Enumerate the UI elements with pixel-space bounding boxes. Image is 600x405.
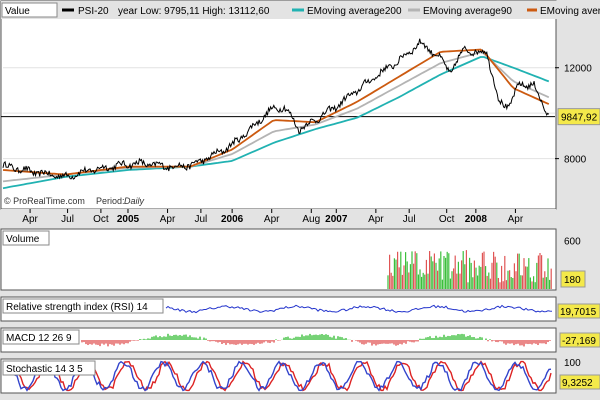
stochastic-last-value: 9,3252 — [562, 378, 593, 389]
price-axis: 8000 12000 9847,92 — [555, 64, 600, 166]
time-axis: Apr Jul Oct 2005 Apr Jul 2006 Apr Aug 2007 Apr Jul O… — [1, 209, 556, 227]
stochastic-last-box — [559, 374, 600, 390]
x-tick-label: Apr — [160, 214, 176, 225]
macd-bars: -27,169 — [81, 332, 600, 348]
value-box — [1, 2, 58, 18]
rsi-series — [165, 304, 553, 314]
series-psi-20 — [2, 38, 550, 180]
watermark: © ProRealTime.com — [4, 196, 85, 206]
y-tick-label: 12000 — [564, 64, 592, 75]
rsi-line: 19,7015 — [165, 303, 600, 319]
volume-last-box — [560, 270, 586, 288]
legend: Value PSI-20 year Low: 9795,11 High: 131… — [1, 2, 600, 18]
x-tick-label: 2008 — [465, 214, 488, 225]
rsi-last-value: 19,7015 — [560, 307, 597, 318]
price-gridlines — [1, 67, 555, 160]
stochastic-y-tick: 100 — [564, 358, 581, 369]
x-tick-label: Jul — [194, 214, 207, 225]
x-tick-label: 2006 — [221, 214, 244, 225]
macd-title-box — [2, 329, 80, 345]
macd-title: MACD 12 26 9 — [6, 333, 72, 344]
volume-last-value: 180 — [564, 275, 581, 286]
x-tick-label: Aug — [302, 214, 320, 225]
rsi-last-box — [557, 303, 600, 319]
x-tick-label: Jul — [61, 214, 74, 225]
last-value-box — [557, 108, 600, 126]
macd-last-value: -27,169 — [562, 336, 596, 347]
stochastic-title-box — [2, 360, 96, 376]
period-label: Period: — [96, 196, 125, 206]
volume-y-tick: 600 — [564, 237, 581, 248]
ema-legend-label: EMoving average — [540, 6, 600, 17]
x-tick-label: Oct — [93, 214, 109, 225]
year-range: year Low: 9795,11 High: 13112,60 — [118, 6, 270, 17]
ema90-legend-label: EMoving average90 — [423, 6, 512, 17]
last-value-label: 9847,92 — [561, 113, 598, 124]
period-value: Daily — [124, 196, 145, 206]
price-series — [2, 38, 550, 190]
x-tick-label: Apr — [508, 214, 524, 225]
price-panel — [0, 0, 557, 210]
value-label: Value — [5, 6, 30, 17]
x-tick-label: 2005 — [117, 214, 140, 225]
series-emoving-average — [2, 48, 550, 176]
x-tick-label: Oct — [439, 214, 455, 225]
instrument-name: PSI-20 — [78, 6, 109, 17]
series-emoving-average200 — [2, 56, 550, 190]
x-tick-label: Jul — [403, 214, 416, 225]
x-tick-label: Apr — [264, 214, 280, 225]
time-axis-bg — [1, 209, 556, 227]
stochastic-title: Stochastic 14 3 5 — [6, 364, 83, 375]
x-tick-label: Apr — [22, 214, 38, 225]
rsi-title-box — [2, 298, 164, 314]
x-tick-label: Apr — [368, 214, 384, 225]
y-tick-label: 8000 — [564, 155, 587, 166]
rsi-title: Relative strength index (RSI) 14 — [6, 302, 148, 313]
stochastic-series-pct-d — [2, 360, 552, 392]
volume-title: Volume — [6, 234, 40, 245]
volume-title-box — [2, 230, 50, 246]
x-tick-label: 2007 — [325, 214, 348, 225]
macd-last-box — [559, 332, 600, 348]
volume-bars: 600 180 — [387, 237, 586, 289]
ema200-legend-label: EMoving average200 — [307, 6, 402, 17]
